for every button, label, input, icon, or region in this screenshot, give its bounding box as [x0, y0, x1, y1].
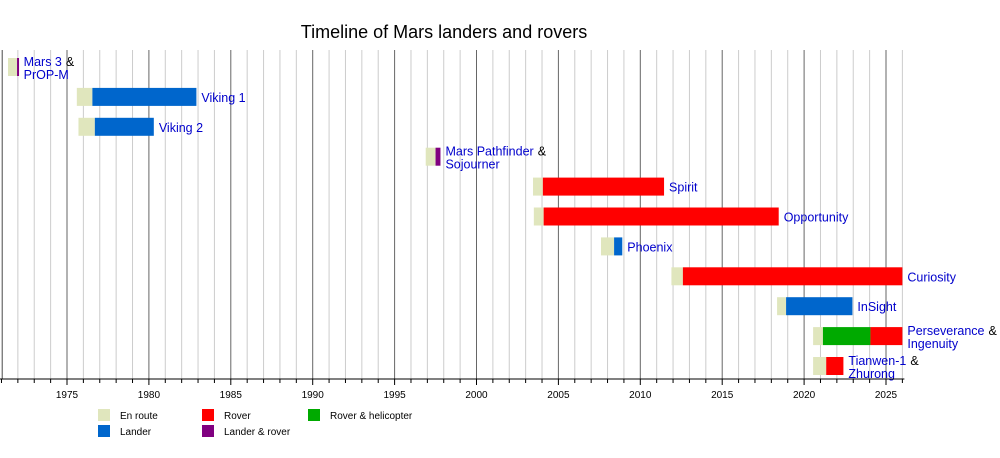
mission-row: Phoenix — [600, 237, 673, 256]
mission-label: Viking 2 — [159, 121, 203, 135]
mission-label: Tianwen-1 — [848, 354, 906, 368]
mission-label: PrOP-M — [24, 68, 69, 82]
legend-swatch — [98, 409, 110, 421]
mission-label: Phoenix — [627, 240, 673, 254]
bar-rover — [542, 177, 665, 196]
bar-lander — [92, 87, 197, 106]
legend-label: Rover — [224, 411, 251, 422]
mission-row: Spirit — [533, 177, 698, 196]
ampersand: & — [910, 354, 919, 368]
bar-enroute — [533, 207, 544, 226]
mission-row: InSight — [777, 297, 897, 316]
legend-item: Lander & rover — [202, 425, 291, 438]
tick-label: 2020 — [793, 390, 816, 401]
mission-row: Mars Pathfinder & Sojourner — [425, 145, 547, 172]
mission-row: Viking 1 — [76, 87, 246, 106]
bar-enroute — [533, 177, 543, 196]
ampersand: & — [538, 145, 547, 159]
mission-row: Perseverance & Ingenuity — [813, 324, 998, 351]
legend-swatch — [202, 425, 214, 437]
mission-row: Viking 2 — [78, 117, 203, 136]
legend-label: Lander — [120, 427, 152, 438]
mission-label: Sojourner — [445, 158, 499, 172]
mission-label: Ingenuity — [907, 337, 958, 351]
bar-lander — [614, 237, 623, 256]
legend-label: En route — [120, 411, 158, 422]
legend-label: Rover & helicopter — [330, 411, 413, 422]
bar-enroute — [8, 58, 18, 76]
bar-rover — [682, 267, 903, 286]
mission-label: InSight — [857, 300, 896, 314]
legend-item: En route — [98, 409, 158, 422]
bar-landerrover — [17, 58, 20, 76]
bar-landerrover — [435, 147, 441, 166]
bar-lander — [786, 297, 853, 316]
mission-label: Viking 1 — [201, 91, 245, 105]
tick-label: 1980 — [138, 390, 161, 401]
bar-enroute — [78, 117, 95, 136]
bar-enroute — [813, 357, 827, 375]
bar-enroute — [777, 297, 787, 316]
mission-label: Zhurong — [848, 367, 895, 381]
mission-label: Opportunity — [784, 211, 849, 225]
tick-label: 1990 — [302, 390, 325, 401]
bar-enroute — [425, 147, 436, 166]
tick-label: 2015 — [711, 390, 734, 401]
tick-label: 2025 — [875, 390, 898, 401]
mission-label: Spirit — [669, 181, 698, 195]
mission-label: Curiosity — [907, 270, 956, 284]
bar-roverheli — [822, 327, 871, 346]
legend-swatch — [202, 409, 214, 421]
legend-item: Lander — [98, 425, 152, 438]
bar-enroute — [671, 267, 683, 286]
tick-label: 1995 — [383, 390, 406, 401]
bar-rover — [870, 327, 903, 346]
tick-label: 2005 — [547, 390, 570, 401]
ampersand: & — [989, 324, 998, 338]
legend-item: Rover & helicopter — [308, 409, 413, 422]
legend-swatch — [308, 409, 320, 421]
mission-row: Opportunity — [533, 207, 849, 226]
ampersand: & — [66, 55, 75, 69]
tick-label: 1985 — [220, 390, 243, 401]
bar-rover — [826, 357, 844, 375]
chart-title: Timeline of Mars landers and rovers — [301, 22, 587, 42]
legend-label: Lander & rover — [224, 427, 291, 438]
bar-rover — [543, 207, 779, 226]
mission-row: Tianwen-1 & Zhurong — [813, 354, 919, 381]
bar-enroute — [600, 237, 615, 256]
bar-enroute — [813, 327, 823, 346]
tick-label: 2010 — [629, 390, 652, 401]
mission-label: Mars Pathfinder — [445, 145, 533, 159]
bar-enroute — [76, 87, 93, 106]
mission-row: Mars 3 &PrOP-M — [8, 55, 75, 82]
tick-label: 1975 — [56, 390, 79, 401]
mission-label: Perseverance — [907, 324, 984, 338]
mission-label: Mars 3 — [24, 55, 62, 69]
bar-lander — [94, 117, 154, 136]
mission-row: Curiosity — [671, 267, 957, 286]
legend-swatch — [98, 425, 110, 437]
legend-item: Rover — [202, 409, 251, 422]
tick-label: 2000 — [465, 390, 488, 401]
